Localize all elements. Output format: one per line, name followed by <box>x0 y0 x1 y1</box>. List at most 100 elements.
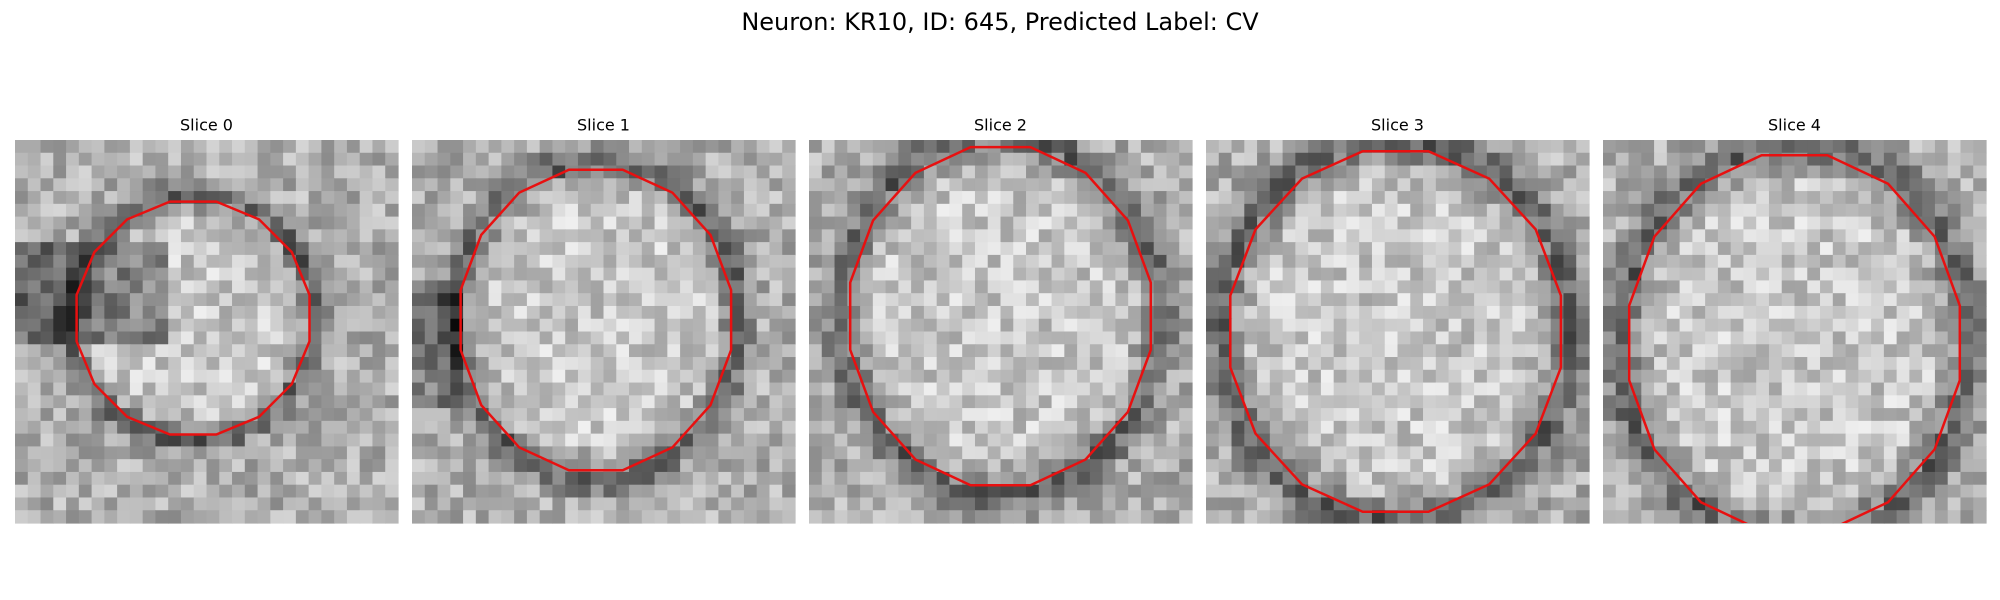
pixel <box>1423 459 1437 473</box>
pixel <box>1231 216 1245 230</box>
pixel <box>1474 369 1488 384</box>
pixel <box>1934 318 1949 333</box>
pixel <box>552 140 566 154</box>
pixel <box>475 510 490 524</box>
pixel <box>1153 344 1168 358</box>
pixel <box>27 433 42 447</box>
pixel <box>142 484 157 499</box>
pixel <box>911 178 925 192</box>
pixel <box>1781 242 1796 256</box>
pixel <box>1973 140 1987 154</box>
pixel <box>590 152 605 167</box>
pixel <box>501 420 515 435</box>
pixel <box>936 191 951 205</box>
pixel <box>769 216 783 230</box>
pixel <box>488 459 502 473</box>
pixel <box>334 357 348 371</box>
pixel <box>705 293 719 307</box>
pixel <box>501 191 515 205</box>
pixel <box>1896 305 1910 320</box>
pixel <box>359 459 374 473</box>
pixel <box>91 497 105 511</box>
pixel <box>321 254 335 269</box>
pixel <box>1320 203 1335 218</box>
pixel <box>1244 459 1258 473</box>
pixel <box>1654 369 1668 384</box>
pixel <box>346 152 361 167</box>
pixel <box>15 331 29 345</box>
pixel <box>1346 357 1360 371</box>
pixel <box>514 242 528 256</box>
pixel <box>1654 254 1668 269</box>
pixel <box>129 267 144 282</box>
pixel <box>1218 497 1233 511</box>
pixel <box>1206 293 1220 307</box>
pixel <box>654 382 668 396</box>
pixel <box>514 140 528 154</box>
pixel <box>756 229 771 243</box>
pixel <box>1435 242 1450 256</box>
pixel <box>923 318 938 333</box>
pixel <box>244 344 259 358</box>
pixel <box>372 165 386 179</box>
pixel <box>590 216 605 230</box>
pixel <box>334 305 348 320</box>
pixel <box>629 510 643 524</box>
pixel <box>872 140 887 154</box>
pixel <box>974 178 989 192</box>
pixel <box>680 305 694 320</box>
pixel <box>1512 408 1526 422</box>
pixel <box>1397 382 1411 396</box>
pixel <box>321 420 335 435</box>
pixel <box>526 140 541 154</box>
pixel <box>667 357 681 371</box>
pixel <box>1717 357 1732 371</box>
pixel <box>1820 510 1834 524</box>
pixel <box>168 369 182 384</box>
pixel <box>1153 497 1168 511</box>
pixel <box>1960 446 1974 460</box>
pixel <box>1397 369 1411 384</box>
pixel <box>1794 203 1808 218</box>
pixel <box>782 344 796 358</box>
pixel <box>450 216 464 230</box>
pixel <box>1346 165 1360 179</box>
pixel <box>1244 331 1258 345</box>
pixel <box>1666 305 1681 320</box>
pixel <box>834 395 848 409</box>
pixel <box>680 331 694 345</box>
pixel <box>514 420 528 435</box>
pixel <box>1781 408 1796 422</box>
pixel <box>1743 280 1757 294</box>
pixel <box>1576 357 1590 371</box>
pixel <box>1603 331 1617 345</box>
pixel <box>603 216 617 230</box>
pixel <box>155 242 169 256</box>
pixel <box>1000 216 1014 230</box>
pixel <box>334 344 348 358</box>
pixel <box>1692 305 1706 320</box>
pixel <box>1461 382 1475 396</box>
pixel <box>923 510 938 524</box>
pixel <box>206 229 220 243</box>
pixel <box>1410 446 1424 460</box>
pixel <box>1666 242 1681 256</box>
pixel <box>66 140 80 154</box>
pixel <box>1448 267 1462 282</box>
pixel <box>1474 497 1488 511</box>
pixel <box>641 395 656 409</box>
pixel <box>1628 178 1642 192</box>
pixel <box>1743 242 1757 256</box>
pixel <box>180 293 195 307</box>
pixel <box>1768 344 1783 358</box>
pixel <box>40 280 54 294</box>
pixel <box>1615 178 1630 192</box>
pixel <box>821 254 836 269</box>
pixel <box>962 484 976 499</box>
pixel <box>1717 433 1732 447</box>
pixel <box>1359 357 1373 371</box>
pixel <box>1244 305 1258 320</box>
pixel <box>1832 344 1847 358</box>
pixel <box>1461 152 1475 167</box>
pixel <box>372 191 386 205</box>
